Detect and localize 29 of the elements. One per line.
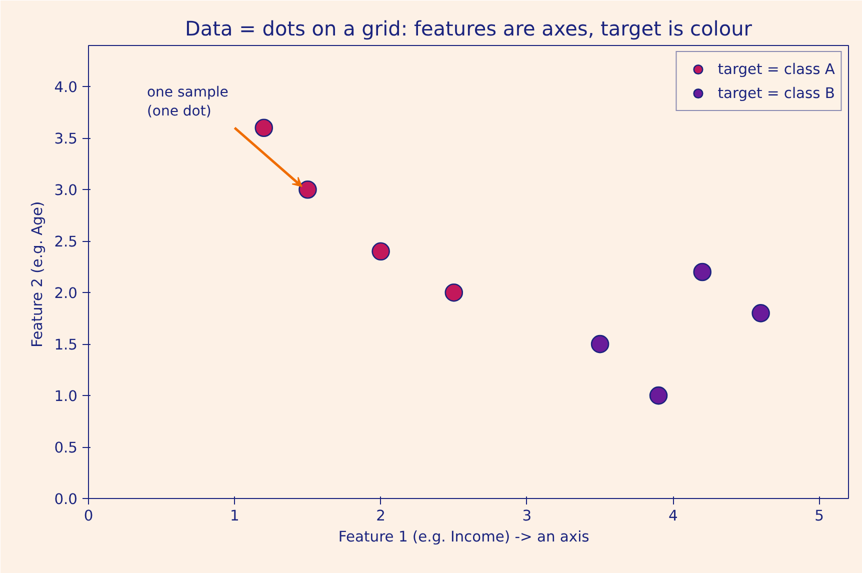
y-axis-title: Feature 2 (e.g. Age) [29,201,46,348]
y-tick-label: 0.5 [54,440,78,457]
y-tick-label: 1.0 [54,388,78,406]
annotation: one sample (one dot) [146,84,228,120]
point [254,118,274,137]
x-tick-label: 5 [814,508,824,524]
x-axis-title: Feature 1 (e.g. Income) -> an axis [338,528,590,546]
legend-label: target = class B [718,84,835,102]
x-tick-label: 0 [84,508,94,524]
y-tick-label: 4.0 [54,79,78,96]
y-tick-label: 3.5 [54,130,78,148]
point [649,386,668,405]
point [693,262,712,282]
y-tick-label: 0.0 [54,491,78,508]
y-tick-label: 3.0 [54,182,78,200]
y-tick-label: 1.5 [54,336,78,354]
point [590,334,610,354]
x-tick-label: 3 [522,508,532,524]
x-tick-label: 2 [376,508,386,524]
y-tick-label: 2.5 [54,234,78,251]
y-tick-label: 2.0 [54,285,78,302]
legend-label: target = class A [718,60,835,78]
point [444,283,464,302]
point [372,242,390,261]
x-tick-label: 1 [230,508,240,524]
x-tick-label: 4 [668,508,678,524]
chart-title: Data = dots on a grid: features are axes, target is colour [185,16,753,40]
point [298,180,317,199]
point [752,304,770,322]
